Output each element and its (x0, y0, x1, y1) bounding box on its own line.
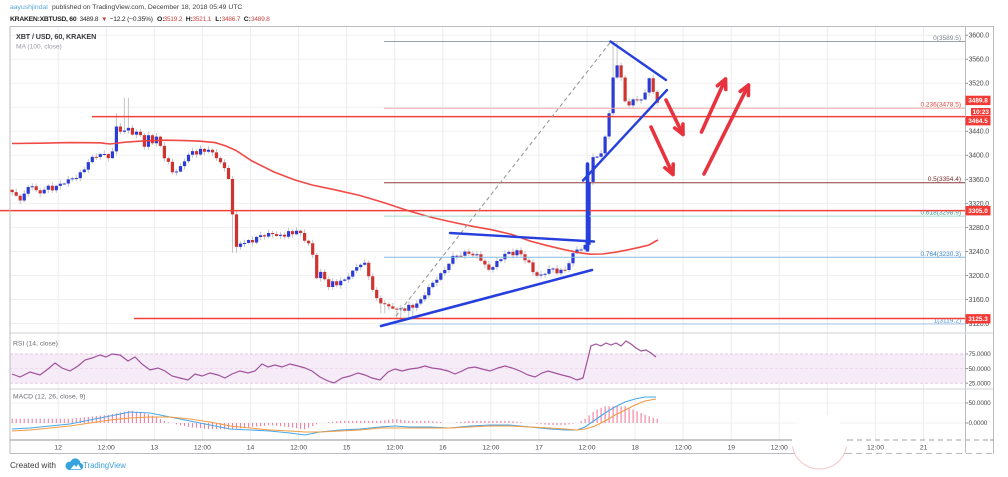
svg-text:3305.0: 3305.0 (968, 208, 988, 215)
svg-text:3200.0: 3200.0 (969, 273, 990, 280)
svg-text:0.618(3298.9): 0.618(3298.9) (921, 210, 961, 217)
svg-text:Created with: Created with (10, 461, 56, 470)
svg-text:0.5(3354.4): 0.5(3354.4) (928, 176, 961, 183)
svg-text:O:: O: (157, 16, 165, 23)
svg-text:21: 21 (920, 445, 928, 452)
svg-text:3320.0: 3320.0 (969, 201, 990, 208)
svg-text:0(3589.5): 0(3589.5) (933, 35, 961, 42)
svg-text:3489.8: 3489.8 (80, 16, 99, 23)
svg-text:3120.0: 3120.0 (969, 321, 990, 328)
svg-text:▼: ▼ (101, 16, 107, 23)
svg-text:75.0000: 75.0000 (969, 351, 992, 358)
svg-text:12:00: 12:00 (482, 445, 499, 452)
svg-text:3240.0: 3240.0 (969, 249, 990, 256)
svg-text:12: 12 (54, 445, 62, 452)
svg-text:published on TradingView.com,: published on TradingView.com, December 1… (52, 4, 242, 11)
svg-text:12:00: 12:00 (386, 445, 403, 452)
svg-text:12:00: 12:00 (578, 445, 595, 452)
svg-text:3360.0: 3360.0 (969, 177, 990, 184)
svg-text:3520.0: 3520.0 (969, 81, 990, 88)
svg-text:MACD (12, 26, close, 9): MACD (12, 26, close, 9) (13, 394, 86, 401)
svg-text:3486.7: 3486.7 (222, 16, 241, 23)
svg-text:19: 19 (728, 445, 736, 452)
svg-text:TradingView: TradingView (83, 461, 126, 470)
svg-text:12:00: 12:00 (98, 445, 115, 452)
svg-text:14: 14 (247, 445, 255, 452)
svg-text:0.764(3230.3): 0.764(3230.3) (921, 251, 961, 258)
svg-text:3400.0: 3400.0 (969, 153, 990, 160)
svg-text:3600.0: 3600.0 (969, 33, 990, 40)
svg-text:50.0000: 50.0000 (969, 366, 992, 373)
svg-text:18: 18 (631, 445, 639, 452)
svg-text:10:23: 10:23 (973, 109, 990, 116)
svg-text:25.0000: 25.0000 (969, 380, 992, 387)
svg-text:3489.8: 3489.8 (251, 16, 270, 23)
svg-text:L:: L: (215, 16, 221, 23)
svg-text:3280.0: 3280.0 (969, 225, 990, 232)
svg-text:3489.8: 3489.8 (968, 98, 988, 105)
svg-text:MA (100, close): MA (100, close) (16, 44, 62, 51)
svg-text:H:: H: (186, 16, 193, 23)
svg-text:12:00: 12:00 (290, 445, 307, 452)
svg-text:3160.0: 3160.0 (969, 297, 990, 304)
svg-text:3464.5: 3464.5 (968, 118, 988, 125)
svg-text:12:00: 12:00 (771, 445, 788, 452)
svg-text:12:00: 12:00 (194, 445, 211, 452)
svg-text:1(3119.2): 1(3119.2) (934, 318, 961, 325)
svg-text:12:00: 12:00 (867, 445, 884, 452)
svg-text:C:: C: (244, 16, 251, 23)
svg-text:12:00: 12:00 (675, 445, 692, 452)
svg-text:13: 13 (151, 445, 159, 452)
svg-text:3521.1: 3521.1 (193, 16, 212, 23)
svg-text:RSI (14, close): RSI (14, close) (13, 341, 58, 348)
svg-text:3125.3: 3125.3 (968, 316, 988, 323)
svg-text:15: 15 (343, 445, 351, 452)
svg-text:16: 16 (439, 445, 447, 452)
svg-text:−12.2 (−0.35%): −12.2 (−0.35%) (110, 16, 153, 23)
svg-text:0.236(3478.5): 0.236(3478.5) (921, 102, 961, 109)
svg-text:3519.2: 3519.2 (164, 16, 183, 23)
svg-text:50.0000: 50.0000 (969, 400, 992, 407)
svg-text:3440.0: 3440.0 (969, 129, 990, 136)
svg-text:0.0000: 0.0000 (969, 420, 988, 427)
svg-text:3560.0: 3560.0 (969, 57, 990, 64)
svg-text:17: 17 (535, 445, 543, 452)
svg-text:KRAKEN:XBTUSD, 60: KRAKEN:XBTUSD, 60 (10, 16, 77, 23)
svg-text:XBT / USD, 60, KRAKEN: XBT / USD, 60, KRAKEN (16, 32, 96, 41)
svg-text:aayushjindal: aayushjindal (10, 4, 48, 11)
